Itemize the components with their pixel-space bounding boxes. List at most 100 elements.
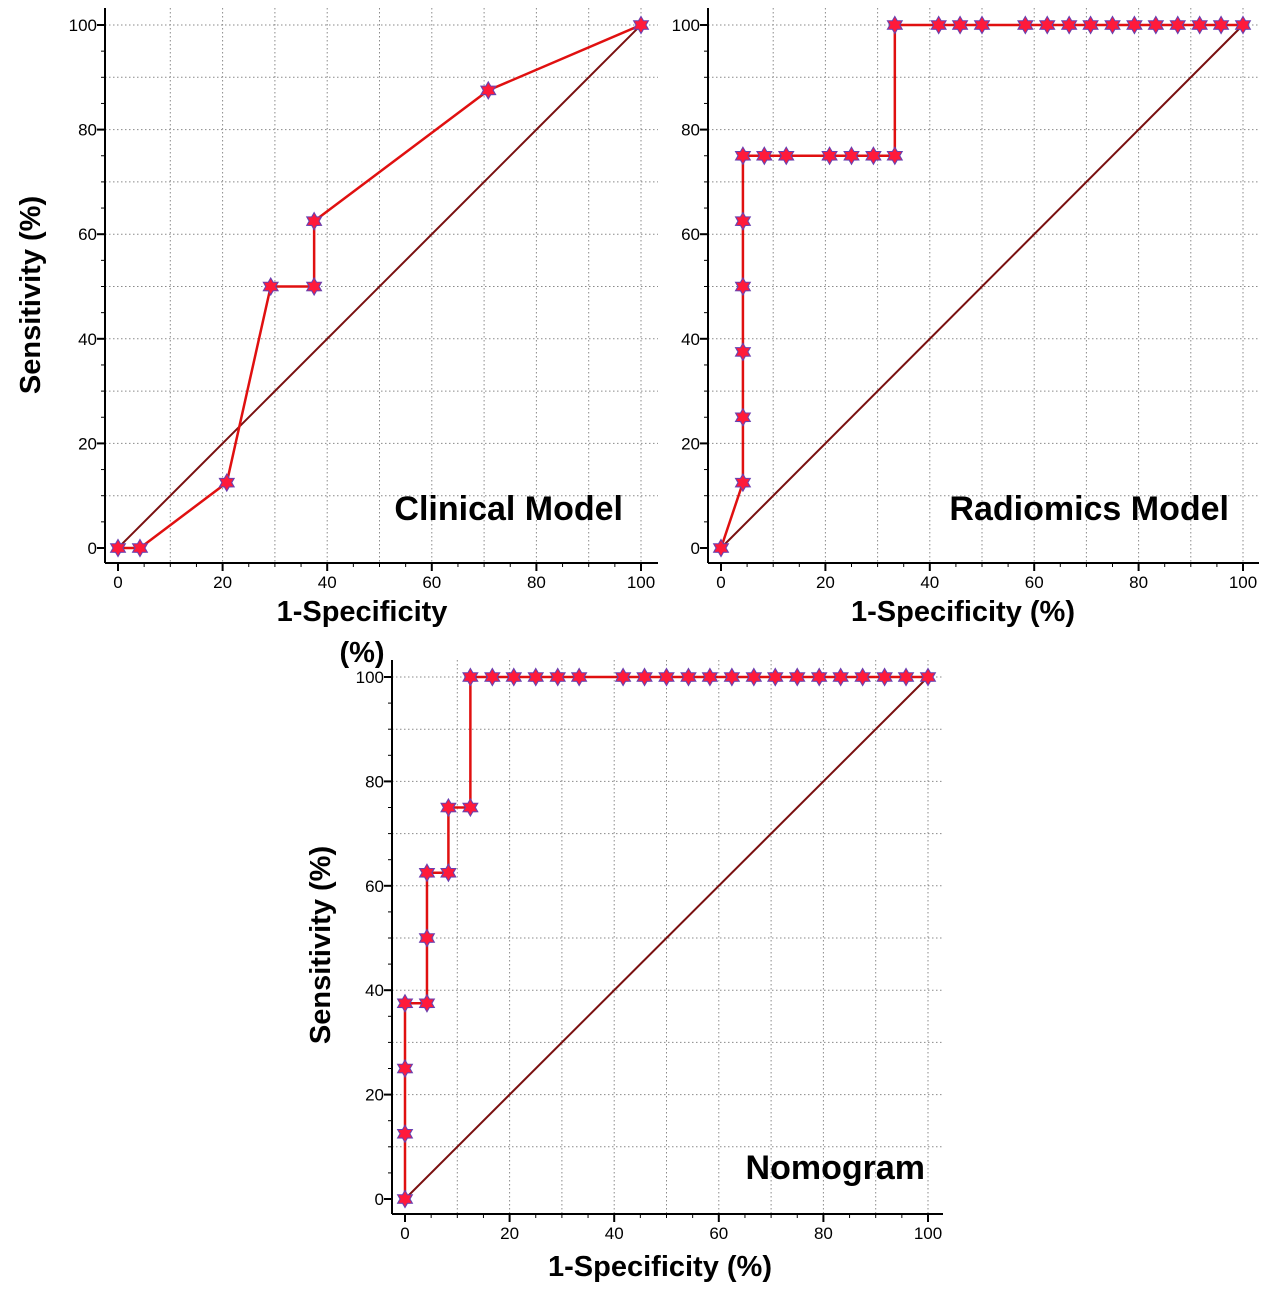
roc-point — [636, 667, 653, 687]
x-tick-label: 100 — [1229, 573, 1257, 592]
x-tick-label: 20 — [816, 573, 835, 592]
roc-point — [462, 797, 479, 818]
roc-point — [632, 15, 650, 35]
roc-point — [734, 342, 752, 362]
roc-point — [701, 667, 719, 687]
roc-point — [440, 863, 457, 883]
roc-point — [305, 211, 323, 231]
roc-point — [1060, 15, 1078, 35]
x-tick-label: 20 — [213, 573, 232, 592]
roc-point — [788, 667, 806, 687]
roc-point — [614, 667, 632, 687]
x-tick-label: 60 — [709, 1224, 728, 1243]
roc-point — [1169, 15, 1187, 35]
y-tick-label: 100 — [69, 16, 97, 35]
x-axis-title-unit: (%) — [339, 637, 384, 669]
y-tick-label: 40 — [78, 330, 97, 349]
x-tick-label: 0 — [400, 1224, 409, 1243]
model-title: Clinical Model — [394, 490, 623, 528]
roc-point — [876, 667, 893, 687]
roc-point — [734, 211, 752, 231]
roc-point — [1212, 15, 1230, 35]
roc-point — [734, 276, 752, 297]
y-tick-label: 20 — [78, 434, 97, 453]
reference-diagonal — [720, 24, 1244, 549]
roc-point — [1191, 15, 1208, 35]
y-tick-label: 100 — [672, 16, 700, 35]
roc-point — [396, 993, 414, 1013]
y-axis-title: Sensitivity (%) — [15, 196, 47, 394]
x-tick-label: 20 — [500, 1224, 519, 1243]
x-tick-label: 80 — [527, 573, 546, 592]
roc-point — [505, 667, 523, 687]
roc-point — [1017, 15, 1034, 35]
roc-point — [479, 80, 497, 100]
roc-point — [821, 146, 838, 166]
roc-point — [570, 667, 588, 687]
roc-point — [712, 538, 730, 558]
roc-point — [745, 667, 763, 687]
roc-curve — [118, 23, 642, 550]
roc-point — [1126, 15, 1143, 35]
chart-nomogram: 0 20 40 60 80 100 0 20 40 60 80 100 Nomogram 1-Specif… — [305, 660, 943, 1283]
roc-curve — [719, 23, 1243, 549]
y-axis-title: Sensitivity (%) — [305, 846, 337, 1044]
roc-point — [723, 667, 741, 687]
roc-point — [777, 146, 795, 166]
roc-point — [854, 667, 871, 687]
roc-markers — [712, 15, 1252, 558]
roc-point — [973, 15, 991, 35]
roc-point — [680, 667, 697, 687]
roc-point — [930, 15, 947, 35]
x-tick-label: 40 — [605, 1224, 624, 1243]
roc-point — [865, 146, 882, 166]
roc-point — [734, 407, 752, 427]
chart-clinical: 0 20 40 60 80 100 0 20 40 60 80 100 Clinical Model 1-… — [15, 8, 658, 669]
x-tick-label: 60 — [1025, 573, 1044, 592]
roc-point — [1038, 15, 1056, 35]
roc-point — [886, 15, 904, 35]
reference-diagonal — [117, 24, 642, 549]
y-tick-label: 0 — [375, 1190, 384, 1209]
x-tick-label: 0 — [716, 573, 725, 592]
roc-point — [462, 667, 479, 687]
roc-point — [109, 538, 127, 558]
roc-point — [886, 146, 904, 166]
roc-point — [1234, 15, 1252, 35]
y-tick-label: 20 — [365, 1086, 384, 1105]
roc-markers — [109, 15, 650, 558]
model-title: Nomogram — [746, 1149, 925, 1187]
x-tick-label: 100 — [627, 573, 655, 592]
roc-point — [832, 667, 849, 687]
roc-point — [1082, 15, 1099, 35]
roc-point — [734, 146, 752, 166]
x-axis-title: 1-Specificity (%) — [851, 596, 1075, 628]
y-tick-label: 60 — [78, 225, 97, 244]
roc-point — [131, 538, 149, 558]
x-tick-label: 100 — [914, 1224, 942, 1243]
x-tick-label: 80 — [1129, 573, 1148, 592]
roc-point — [734, 473, 752, 493]
roc-point — [1104, 15, 1121, 35]
model-title: Radiomics Model — [949, 490, 1229, 528]
roc-point — [951, 15, 969, 35]
roc-point — [396, 1058, 414, 1079]
roc-point — [440, 797, 457, 818]
y-tick-label: 60 — [681, 225, 700, 244]
roc-point — [810, 667, 828, 687]
roc-point — [418, 993, 436, 1013]
x-axis-title: 1-Specificity — [277, 596, 448, 628]
roc-point — [1147, 15, 1165, 35]
roc-point — [418, 863, 436, 883]
y-tick-label: 40 — [365, 981, 384, 1000]
roc-markers — [396, 667, 937, 1209]
x-tick-label: 40 — [920, 573, 939, 592]
roc-point — [305, 276, 323, 297]
roc-point — [549, 667, 567, 687]
roc-point — [418, 928, 436, 948]
roc-point — [262, 276, 280, 297]
y-tick-label: 0 — [691, 539, 700, 558]
y-tick-label: 100 — [356, 668, 384, 687]
grid — [105, 8, 658, 563]
y-tick-label: 20 — [681, 434, 700, 453]
